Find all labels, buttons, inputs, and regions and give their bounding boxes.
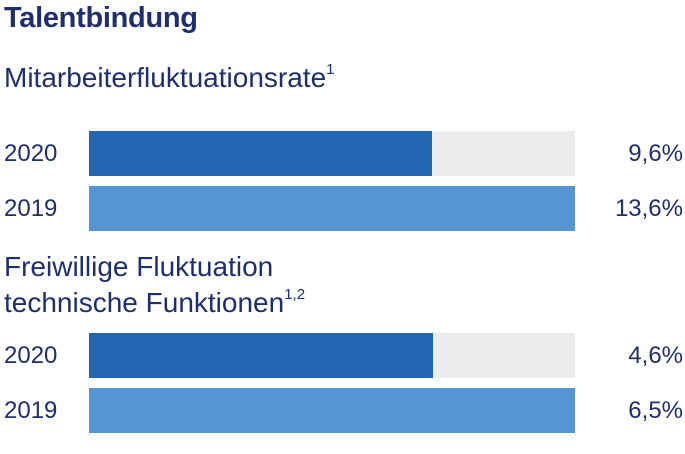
chart-1-bar-2019 (89, 186, 575, 231)
chart-2-bar-track (89, 388, 575, 433)
chart-1-bar-2020 (89, 131, 432, 176)
chart-1-bar-track (89, 186, 575, 231)
chart-2-row-2019: 2019 6,5% (0, 388, 685, 434)
chart-2-value-label: 4,6% (628, 342, 683, 369)
chart-1-category-label: 2019 (4, 195, 58, 222)
chart-1-title-text: Mitarbeiterfluktuationsrate (4, 62, 327, 93)
chart-2-category-label: 2019 (4, 397, 58, 424)
chart-2-title-line1: Freiwillige Fluktuation (4, 251, 274, 282)
chart-2-bar-2019 (89, 388, 575, 433)
chart-1-value-label: 9,6% (628, 140, 683, 167)
chart-1-value-label: 13,6% (614, 195, 683, 222)
chart-2-bar-2020 (89, 333, 433, 378)
chart-1-row-2019: 2019 13,6% (0, 186, 685, 232)
chart-2-title-line2: technische Funktionen (4, 287, 285, 318)
chart-2-title: Freiwillige Fluktuation technische Funkt… (4, 249, 305, 321)
chart-2-title-line2-wrap: technische Funktionen1,2 (4, 285, 305, 321)
chart-2-footnote: 1,2 (284, 286, 306, 303)
chart-1-category-label: 2020 (4, 140, 58, 167)
chart-1-title: Mitarbeiterfluktuationsrate1 (4, 60, 335, 96)
chart-2-bar-track (89, 333, 575, 378)
chart-2-category-label: 2020 (4, 342, 58, 369)
chart-2-row-2020: 2020 4,6% (0, 333, 685, 379)
chart-1-row-2020: 2020 9,6% (0, 131, 685, 177)
chart-1-bar-track (89, 131, 575, 176)
chart-1-footnote: 1 (326, 61, 335, 78)
chart-2-value-label: 6,5% (628, 397, 683, 424)
page-title: Talentbindung (4, 2, 198, 34)
